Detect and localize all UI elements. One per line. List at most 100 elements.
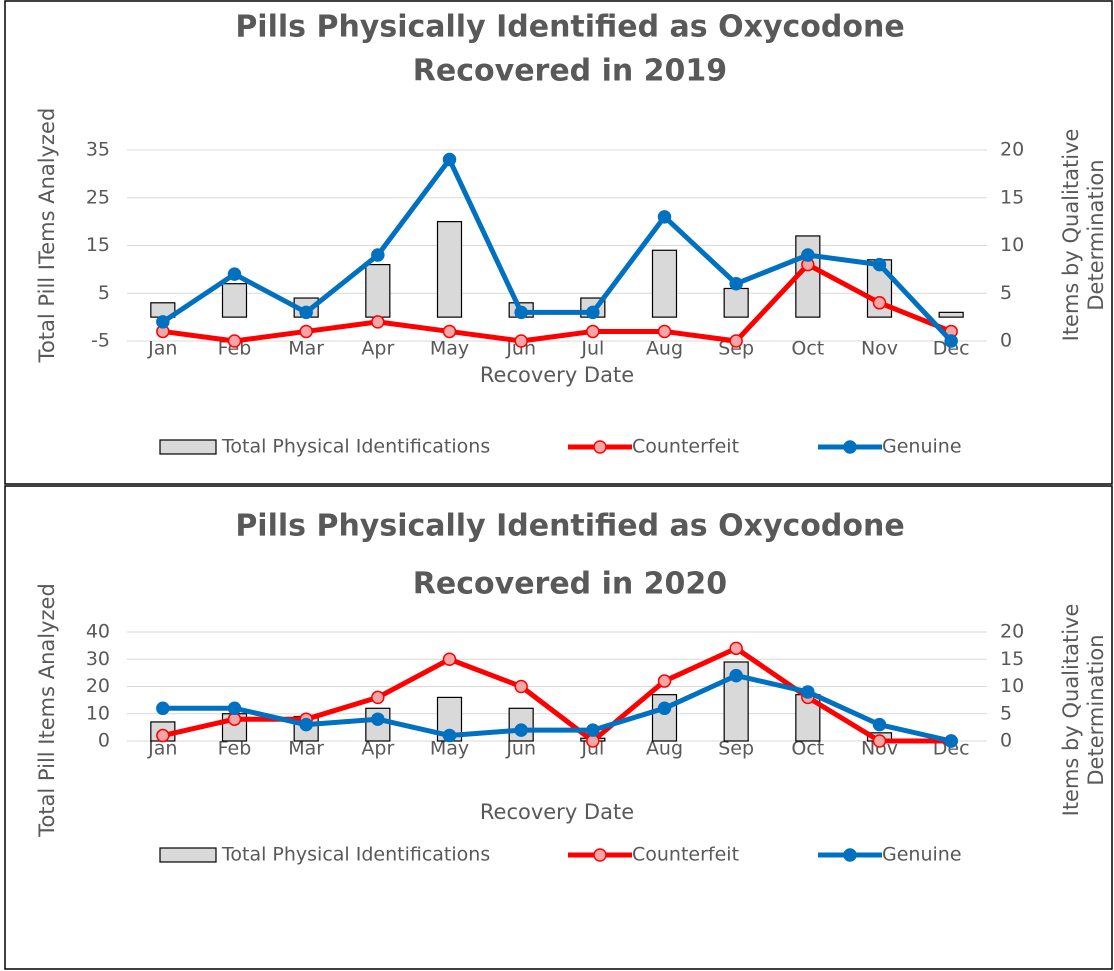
marker (299, 305, 313, 320)
marker (514, 305, 528, 320)
x-tick-label: Apr (361, 738, 394, 760)
x-tick-label: May (430, 338, 469, 360)
line (162, 645, 952, 744)
legend-marker (843, 848, 857, 862)
marker (227, 267, 242, 281)
marker (944, 334, 958, 348)
chart-title: Pills Physically Identified as Oxycodone (235, 509, 904, 544)
y2-tick-label: 15 (1000, 186, 1024, 208)
line (162, 262, 953, 344)
y-tick-label: 25 (86, 186, 110, 208)
marker (442, 152, 457, 167)
y2-tick-label: 0 (1000, 730, 1012, 752)
marker (872, 296, 887, 310)
x-tick-label: Nov (861, 338, 898, 360)
y-tick-label: 0 (98, 730, 110, 752)
x-tick-label: Jun (505, 338, 536, 360)
marker (801, 685, 815, 699)
y-tick-label: 35 (86, 139, 110, 161)
y2-tick-label: 10 (1000, 675, 1024, 697)
y-tick-label: 30 (86, 648, 110, 670)
x-tick-label: May (430, 738, 469, 760)
legend-swatch (159, 847, 217, 863)
legend-label: Counterfeit (632, 844, 739, 866)
marker (944, 734, 958, 748)
bar (221, 283, 248, 318)
marker (657, 210, 672, 224)
chart: Pills Physically Identified as Oxycodone… (4, 0, 1113, 485)
x-tick-label: Sep (718, 338, 754, 360)
y2-axis-title: Items by Qualitative (1059, 129, 1083, 342)
y2-axis-title: Determination (1084, 159, 1108, 310)
marker (729, 641, 743, 656)
x-tick-label: Mar (288, 338, 324, 360)
x-tick-label: Jul (580, 338, 604, 360)
legend-marker (593, 848, 607, 862)
marker (442, 324, 457, 339)
x-tick-label: Oct (791, 338, 824, 360)
line (162, 673, 952, 744)
line (161, 157, 953, 343)
y-tick-label: 20 (86, 675, 110, 697)
x-tick-label: Sep (718, 738, 754, 760)
y-tick-label: 5 (98, 282, 110, 304)
marker (156, 728, 170, 743)
marker (586, 723, 600, 737)
bar (365, 264, 391, 318)
marker (872, 717, 887, 732)
marker (729, 276, 743, 291)
marker (442, 728, 457, 743)
marker (156, 701, 170, 716)
bar (651, 249, 678, 318)
marker (729, 334, 743, 348)
bar (723, 287, 749, 318)
chart: Pills Physically Identified as Oxycodone… (4, 485, 1113, 970)
legend-label: Genuine (882, 436, 962, 458)
x-tick-label: Mar (288, 738, 324, 760)
legend-marker (593, 440, 607, 454)
y2-axis-title: Items by Qualitative (1059, 604, 1083, 817)
marker (371, 712, 385, 726)
chart-title: Pills Physically Identified as Oxycodone (235, 10, 904, 45)
chart-title: Recovered in 2020 (413, 567, 727, 602)
marker (371, 248, 385, 262)
y2-tick-label: 10 (1000, 234, 1024, 256)
x-tick-label: Aug (646, 338, 683, 360)
legend-marker (843, 440, 857, 454)
marker (657, 701, 672, 716)
marker (156, 315, 170, 329)
chart-title: Recovered in 2019 (413, 54, 727, 89)
y-tick-label: 15 (86, 234, 110, 256)
x-tick-label: Dec (933, 338, 970, 360)
y-tick-label: 40 (86, 621, 110, 643)
marker (227, 334, 242, 348)
marker (514, 679, 528, 694)
marker (299, 717, 313, 732)
legend-label: Total Physical Identifications (221, 436, 490, 458)
marker (299, 324, 313, 339)
x-tick-label: Apr (361, 338, 394, 360)
y2-tick-label: 5 (1000, 282, 1012, 304)
x-tick-label: Jun (505, 738, 536, 760)
y2-tick-label: 20 (1000, 139, 1024, 161)
y-axis-title: Total Pill ITems Analyzed (35, 108, 59, 364)
legend-label: Counterfeit (632, 436, 739, 458)
marker (872, 734, 887, 748)
x-axis-title: Recovery Date (480, 363, 634, 387)
marker (371, 690, 385, 705)
marker (514, 334, 528, 348)
y2-tick-label: 15 (1000, 648, 1024, 670)
legend-swatch (159, 439, 217, 455)
y2-tick-label: 0 (1000, 330, 1012, 352)
legend-label: Total Physical Identifications (221, 844, 490, 866)
marker (586, 324, 600, 339)
marker (227, 701, 242, 716)
marker (442, 652, 457, 666)
bar (938, 311, 964, 318)
x-tick-label: Aug (646, 738, 683, 760)
panel-border (4, 485, 1113, 970)
y-tick-label: -5 (91, 330, 110, 352)
marker (872, 257, 887, 272)
marker (657, 674, 672, 688)
